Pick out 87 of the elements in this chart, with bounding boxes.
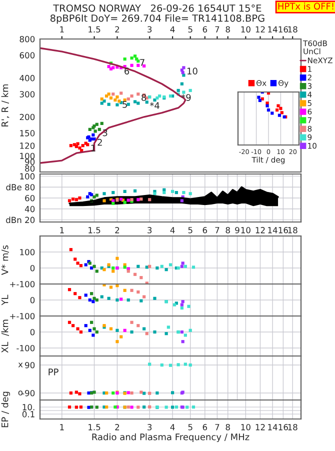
text: x (18, 362, 23, 368)
y-tick-label: 60 (25, 194, 35, 202)
text: o (18, 390, 23, 396)
y-tick-label: +-100 (10, 312, 35, 320)
x-tick-label: 5 (188, 26, 192, 33)
x-tick-label: 8 (226, 26, 230, 33)
x-tick-label: 14 (268, 227, 278, 234)
x-tick-label: 14 (268, 26, 278, 32)
y-tick-label: 100 (20, 173, 35, 180)
y-tick-label: dBe 80 (6, 184, 35, 190)
x-tick-label: 1 (60, 424, 64, 430)
x-tick-label: 6 (202, 26, 208, 33)
y-tick-label: 100 (20, 248, 35, 256)
x-tick-label: 8 (226, 424, 230, 430)
annotation: 7 (140, 59, 144, 66)
text: HPTx is OFF! (278, 2, 334, 10)
chart-subtitle: 8pBP6It DoY= 269.704 File= TR141108.BPG (50, 14, 264, 24)
annotation: 10 (187, 68, 198, 74)
annotation: 5 (122, 101, 127, 108)
x-tick-label: 10 (241, 26, 250, 33)
x-tick-label: 3 (148, 227, 152, 234)
y-tick-label: 10. (22, 404, 34, 410)
x-tick-label: 7 (215, 424, 220, 430)
x-tick-label: 14 (268, 424, 278, 430)
y-tick-label: 90 (25, 362, 35, 368)
x-tick-label: 10 (241, 227, 250, 234)
x-tick-label: 3 (148, 26, 152, 33)
x-tick-label: 2 (115, 26, 120, 32)
x-tick-label: 2 (115, 424, 120, 430)
x-axis-title: Radio and Plasma Frequency / MHz (92, 433, 250, 442)
x-tick-label: 8 (226, 227, 230, 234)
y-tick-label: 600 (20, 52, 35, 58)
y-tick-label: 300 (20, 91, 35, 98)
y-axis-title: XL /km (1, 320, 9, 353)
x-tick-label: 1.5 (88, 227, 100, 234)
y-tick-label: 800 (20, 36, 35, 42)
x-tick-label: 1.5 (88, 26, 100, 33)
x-tick-label: 12 (256, 424, 265, 430)
annotation: 2 (98, 138, 102, 146)
x-tick-label: 12 (256, 26, 265, 32)
y-tick-label: 80 (25, 165, 35, 172)
x-tick-label: 9 (235, 227, 240, 234)
y-tick-label: 0 (30, 328, 35, 336)
y-tick-label: 0 (30, 296, 35, 304)
x-tick-label: 10 (241, 424, 250, 430)
y-tick-label: 100 (20, 152, 35, 160)
x-tick-label: 6 (202, 424, 208, 430)
x-tick-label: 16 (278, 227, 288, 234)
x-tick-label: 18 (288, 227, 298, 234)
y-axis-title: R', R / km (1, 84, 10, 126)
y-tick-label: 150 (20, 130, 35, 136)
x-tick-label: 18 (288, 26, 298, 33)
x-tick-label: 6 (202, 227, 208, 234)
x-tick-label: 3 (148, 424, 152, 430)
y-axis-title: YL (2, 294, 8, 306)
y-tick-label: 90 (25, 158, 35, 166)
y-tick-label: +-100 (10, 280, 35, 288)
x-tick-label: 18 (288, 424, 298, 430)
y-tick-label: 0 (30, 264, 35, 272)
y-tick-label: 40 (24, 206, 35, 212)
y-tick-label: -100 (16, 344, 35, 352)
y-tick-label: -90 (22, 390, 35, 396)
x-tick-label: 4 (170, 227, 175, 234)
x-tick-label: 7 (215, 26, 220, 32)
x-tick-label: 1 (60, 26, 64, 32)
y-axis-title: EP / deg (1, 392, 10, 428)
x-tick-label: 1.5 (88, 424, 100, 430)
x-tick-label: 12 (256, 227, 265, 234)
x-tick-label: 16 (278, 424, 288, 430)
y-tick-label: 0.1 (22, 411, 34, 418)
x-tick-label: 16 (278, 26, 288, 33)
x-tick-label: 5 (188, 227, 192, 234)
y-axis-title: V* m/s (1, 245, 9, 275)
x-tick-label: 4 (170, 26, 175, 32)
x-tick-label: 5 (188, 424, 192, 430)
x-tick-label: 4 (170, 424, 175, 430)
x-tick-label: 2 (115, 227, 120, 234)
y-tick-label: 400 (20, 74, 35, 82)
annotation: 6 (124, 68, 130, 74)
y-tick-label: 120 (20, 142, 35, 149)
y-tick-label: dBn 20 (6, 216, 35, 224)
x-tick-label: 1 (60, 227, 64, 234)
y-tick-label: 200 (20, 114, 35, 120)
annotation: PP (48, 368, 58, 376)
annotation: *4 (150, 102, 160, 109)
x-tick-label: 7 (215, 227, 220, 234)
chart-title: TROMSO NORWAY 26-09-26 1654UT 15°E (53, 4, 262, 12)
